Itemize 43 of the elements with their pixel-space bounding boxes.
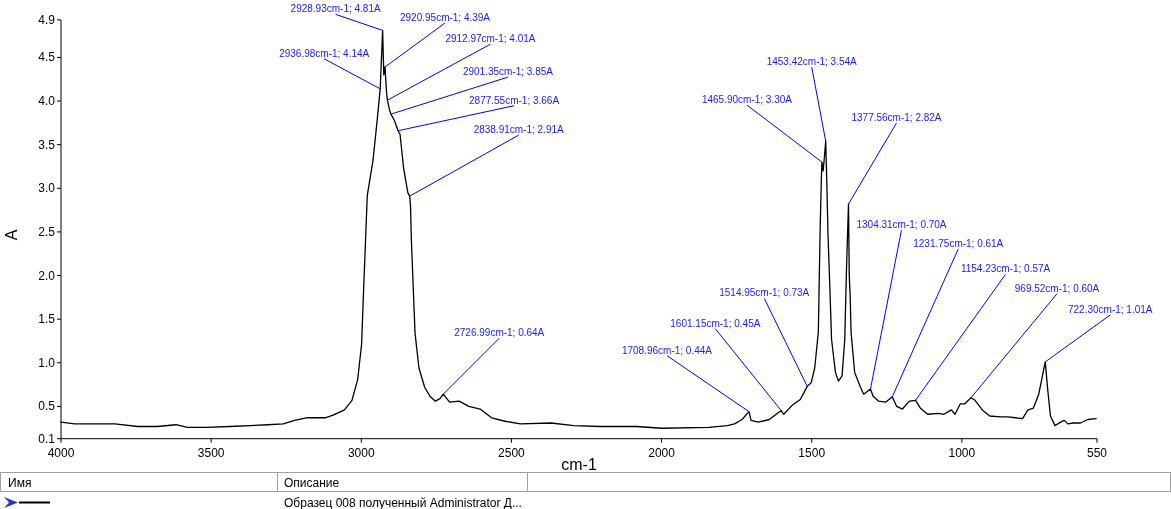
annotation: 1465.90cm-1; 3.30A [701,93,793,105]
annotation: 969.52cm-1; 0.60A [1014,282,1100,294]
x-tick-label: 2000 [648,445,676,460]
y-tick-label: 4.0 [38,94,56,109]
annotation: 2920.95cm-1; 4.39A [400,11,491,23]
annotation: 1154.23cm-1; 0.57A [960,262,1051,274]
annotation: 1453.42cm-1; 3.54A [766,55,858,67]
y-axis-title: A [2,229,20,241]
x-axis-title: cm-1 [561,455,597,473]
y-tick-label: 0.1 [38,431,56,446]
annotation: 1601.15cm-1; 0.45A [670,317,761,329]
annotation: 2936.98cm-1; 4.14A [279,47,370,59]
annotation: 2912.97cm-1; 4.01A [445,32,536,44]
y-tick-label: 4.5 [38,50,56,65]
annotation: 2726.99cm-1; 0.64A [454,326,545,338]
text: Имя [8,476,32,490]
annotation: 722.30cm-1; 1.01A [1068,303,1153,315]
y-tick-label: 2.5 [38,224,56,239]
y-tick-label: 2.0 [38,268,56,283]
annotation: 1514.95cm-1; 0.73A [719,286,810,298]
annotation: 2877.55cm-1; 3.66A [469,94,560,106]
y-tick-label: 0.5 [38,399,56,414]
y-tick-label: 4.9 [38,12,56,27]
annotation: 1377.56cm-1; 2.82A [851,111,942,123]
annotation: 2838.91cm-1; 2.91A [473,123,565,135]
y-tick-label: 3.0 [38,181,56,196]
x-tick-label: 1000 [948,445,976,460]
annotation: 1708.96cm-1; 0.44A [621,344,713,356]
x-tick-label: 3500 [197,445,225,460]
annotation: 1304.31cm-1; 0.70A [856,218,947,230]
x-tick-label: 3000 [347,445,375,460]
x-tick-label: 1500 [798,445,826,460]
x-tick-label: 4000 [47,445,75,460]
x-tick-label: 2500 [498,445,526,460]
y-tick-label: 1.5 [38,312,56,327]
annotation: 1231.75cm-1; 0.61A [913,237,1004,249]
y-tick-label: 1.0 [38,355,56,370]
x-tick-label: 550 [1086,445,1108,460]
text: Описание [284,476,340,490]
y-tick-label: 3.5 [38,137,56,152]
annotation: 2928.93cm-1; 4.81A [290,2,381,14]
text: Образец 008 полученный Administrator Д... [284,495,522,509]
annotation: 2901.35cm-1; 3.85A [462,65,554,77]
